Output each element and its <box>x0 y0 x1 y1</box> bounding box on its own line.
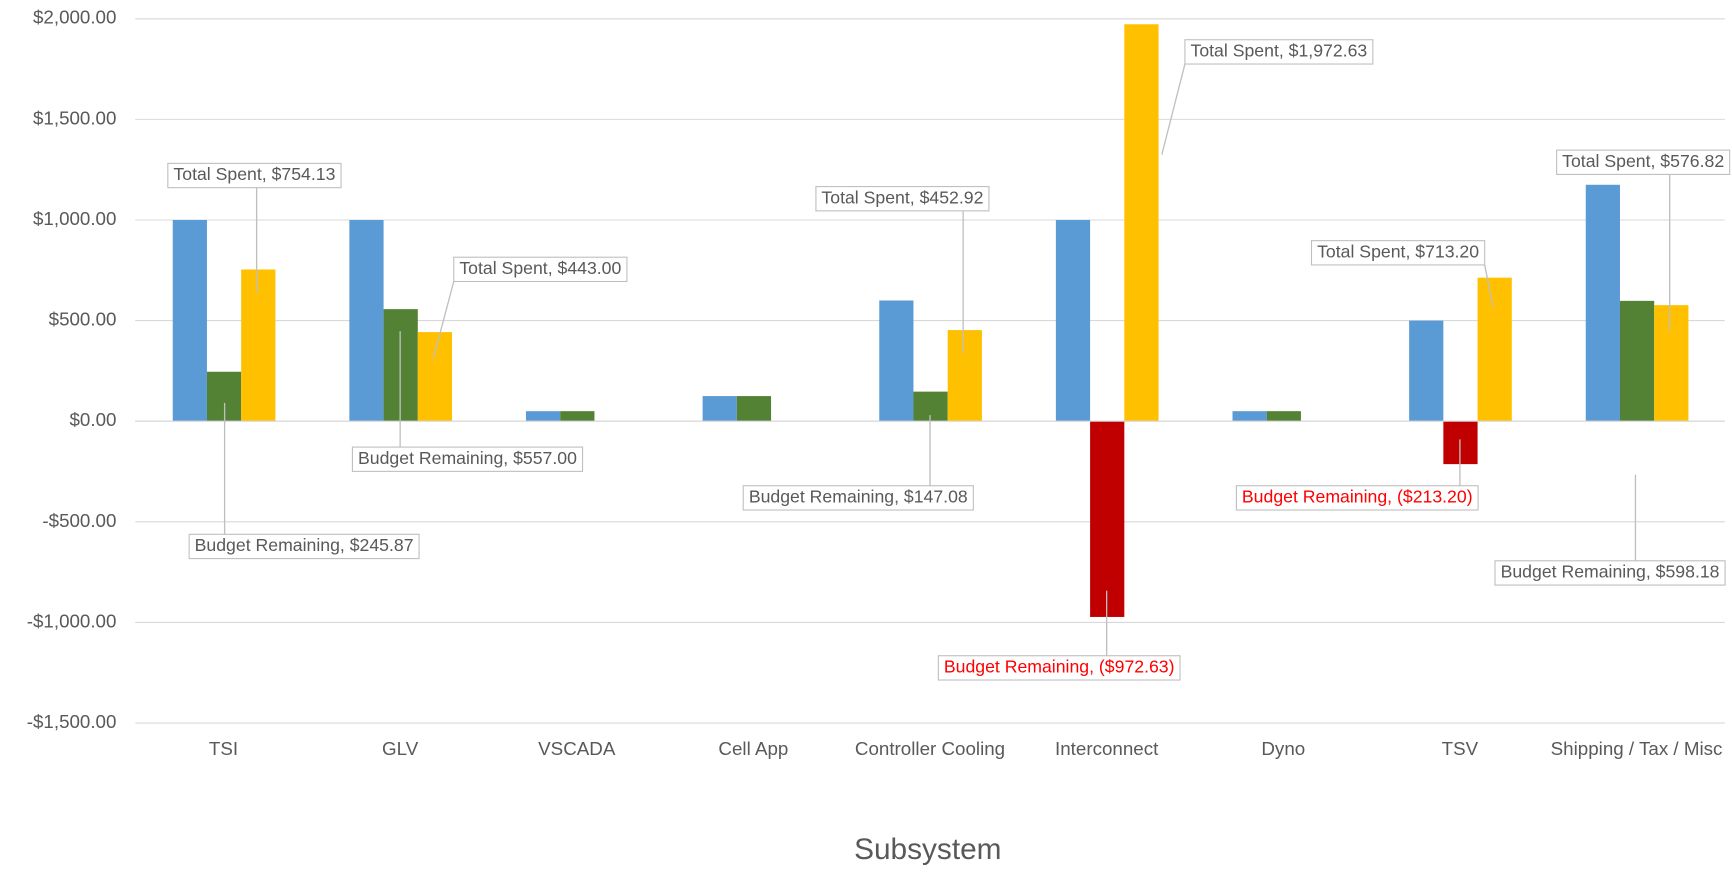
x-tick-label: VSCADA <box>538 738 616 760</box>
data-label-text: Budget Remaining, ($213.20) <box>1242 487 1473 507</box>
y-tick-label: -$1,500.00 <box>27 711 117 732</box>
label-box <box>1310 240 1486 266</box>
data-label: Total Spent, $713.20 <box>1310 240 1494 308</box>
bar <box>1055 219 1091 422</box>
data-label: Total Spent, $452.92 <box>815 186 990 354</box>
bar <box>241 269 276 422</box>
label-box <box>815 186 990 212</box>
x-tick-label: Cell App <box>718 738 789 760</box>
x-tick-label: Dyno <box>1261 738 1306 760</box>
bar <box>1619 300 1655 422</box>
data-label: Budget Remaining, ($213.20) <box>1235 439 1479 511</box>
x-tick-label-box: Shipping / Tax / Misc <box>1550 738 1723 760</box>
bar <box>560 411 595 422</box>
label-box <box>188 533 420 560</box>
bars <box>172 24 1689 617</box>
x-tick-label-box: TSV <box>1441 738 1479 760</box>
bar <box>417 332 453 422</box>
bar <box>1090 421 1125 617</box>
x-tick-label: TSV <box>1441 738 1479 760</box>
y-tick-label: $500.00 <box>49 309 117 330</box>
y-tick-label: -$500.00 <box>42 510 116 531</box>
bar <box>1232 411 1267 422</box>
bar <box>1409 320 1444 422</box>
data-label-text: Total Spent, $1,972.63 <box>1191 41 1368 61</box>
leader-line <box>432 281 455 359</box>
data-label: Total Spent, $576.82 <box>1556 149 1731 332</box>
bar <box>1266 411 1301 422</box>
label-box <box>1556 149 1731 175</box>
bar <box>736 396 772 422</box>
data-label-text: Total Spent, $443.00 <box>459 258 621 278</box>
data-label: Total Spent, $1,972.63 <box>1161 39 1374 155</box>
data-label-text: Budget Remaining, $598.18 <box>1501 562 1720 582</box>
x-tick-label-box: Cell App <box>718 738 789 760</box>
leader-line <box>1484 264 1494 308</box>
data-label-text: Total Spent, $576.82 <box>1562 151 1724 171</box>
x-tick-label-box: Interconnect <box>1055 738 1159 760</box>
y-tick-label: -$1,000.00 <box>27 610 117 631</box>
label-box <box>1494 560 1726 586</box>
bar <box>1477 277 1512 422</box>
x-tick-label-box: Dyno <box>1261 738 1306 760</box>
x-tick-label: TSI <box>208 738 239 760</box>
leader-line <box>1161 63 1186 155</box>
bar <box>172 219 207 422</box>
x-tick-label: Controller Cooling <box>854 738 1006 760</box>
data-label-text: Total Spent, $754.13 <box>173 164 335 184</box>
label-box <box>167 162 342 189</box>
bar <box>525 411 561 422</box>
data-label-text: Budget Remaining, ($972.63) <box>944 657 1175 677</box>
data-label: Budget Remaining, $557.00 <box>351 331 584 472</box>
data-label: Total Spent, $443.00 <box>432 256 628 359</box>
bar <box>1585 184 1620 422</box>
data-label-text: Total Spent, $713.20 <box>1317 241 1479 261</box>
y-tick-label: $1,500.00 <box>33 107 116 128</box>
label-box <box>937 655 1181 681</box>
x-tick-label: GLV <box>382 738 419 760</box>
x-tick-label: Interconnect <box>1055 738 1159 760</box>
data-label: Total Spent, $754.13 <box>167 162 342 293</box>
data-label-text: Budget Remaining, $557.00 <box>358 448 577 468</box>
x-tick-label-box: GLV <box>382 738 419 760</box>
data-label: Budget Remaining, ($972.63) <box>937 590 1181 681</box>
bar <box>947 330 982 422</box>
x-tick-label-box: Controller Cooling <box>854 738 1006 760</box>
x-tick-label: Shipping / Tax / Misc <box>1550 738 1723 760</box>
x-tick-label-box: VSCADA <box>538 738 616 760</box>
bar <box>349 219 384 422</box>
x-tick-label-box: TSI <box>208 738 239 760</box>
label-box <box>742 485 974 511</box>
label-box <box>351 446 584 472</box>
data-label-text: Budget Remaining, $245.87 <box>195 535 414 555</box>
bar <box>1654 305 1689 422</box>
bar <box>879 300 914 422</box>
bar <box>702 396 737 422</box>
y-tick-label: $1,000.00 <box>33 208 116 229</box>
data-label: Budget Remaining, $147.08 <box>742 415 974 511</box>
label-box <box>453 256 628 283</box>
bar <box>1124 24 1159 422</box>
y-tick-label: $0.00 <box>70 409 117 430</box>
data-label-text: Total Spent, $452.92 <box>821 187 983 207</box>
data-label-text: Budget Remaining, $147.08 <box>749 487 968 507</box>
label-box <box>1235 485 1479 511</box>
x-axis-title: Subsystem <box>854 833 1001 866</box>
data-label: Budget Remaining, $245.87 <box>188 402 420 560</box>
y-tick-label: $2,000.00 <box>33 7 116 28</box>
data-label: Budget Remaining, $598.18 <box>1494 474 1726 586</box>
label-box <box>1184 39 1374 65</box>
